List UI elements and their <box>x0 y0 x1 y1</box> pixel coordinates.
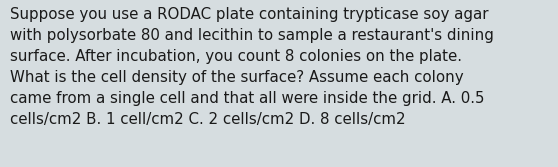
Text: Suppose you use a RODAC plate containing trypticase soy agar
with polysorbate 80: Suppose you use a RODAC plate containing… <box>10 7 494 127</box>
